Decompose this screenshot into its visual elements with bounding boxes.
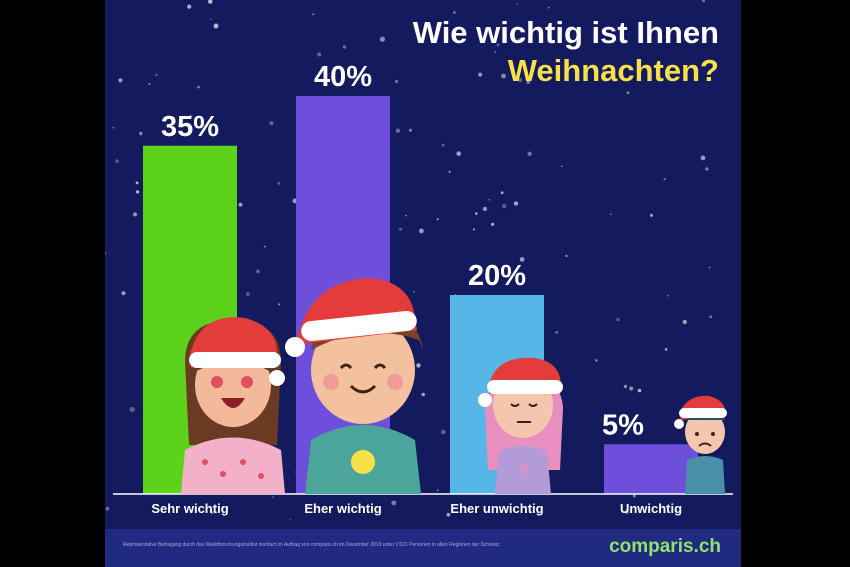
- bar-4: [604, 444, 698, 494]
- chart-title: Wie wichtig ist Ihnen Weihnachten?: [413, 14, 719, 90]
- title-line-2: Weihnachten?: [507, 53, 719, 88]
- category-label-2: Eher wichtig: [304, 501, 381, 516]
- title-line-1: Wie wichtig ist Ihnen: [412, 15, 719, 50]
- category-label-4: Unwichtig: [620, 501, 682, 516]
- category-label-3: Eher unwichtig: [450, 501, 543, 516]
- value-label-4: 5%: [602, 409, 644, 441]
- bar-chart: ? Sehr wichtig Eher wichtig Eher unwichtig…: [105, 0, 733, 521]
- value-label-2: 40%: [314, 61, 372, 93]
- footer-bar: Repräsentative Befragung durch das Markt…: [105, 529, 741, 567]
- kids-illustrations: ?: [181, 278, 727, 494]
- value-label-1: 35%: [161, 111, 219, 143]
- value-label-3: 20%: [468, 260, 526, 292]
- source-note: Repräsentative Befragung durch das Markt…: [123, 542, 501, 548]
- boy-sad-illustration: [674, 395, 727, 494]
- girl-sad-illustration: ?: [478, 357, 563, 494]
- svg-text:?: ?: [518, 462, 529, 482]
- boy-smiling-illustration: [285, 278, 423, 494]
- girl-laughing-illustration: [181, 317, 285, 494]
- comparis-logo: comparis.ch: [609, 536, 721, 557]
- category-label-1: Sehr wichtig: [151, 501, 228, 516]
- infographic: ? Sehr wichtig Eher wichtig Eher unwichtig…: [105, 0, 741, 567]
